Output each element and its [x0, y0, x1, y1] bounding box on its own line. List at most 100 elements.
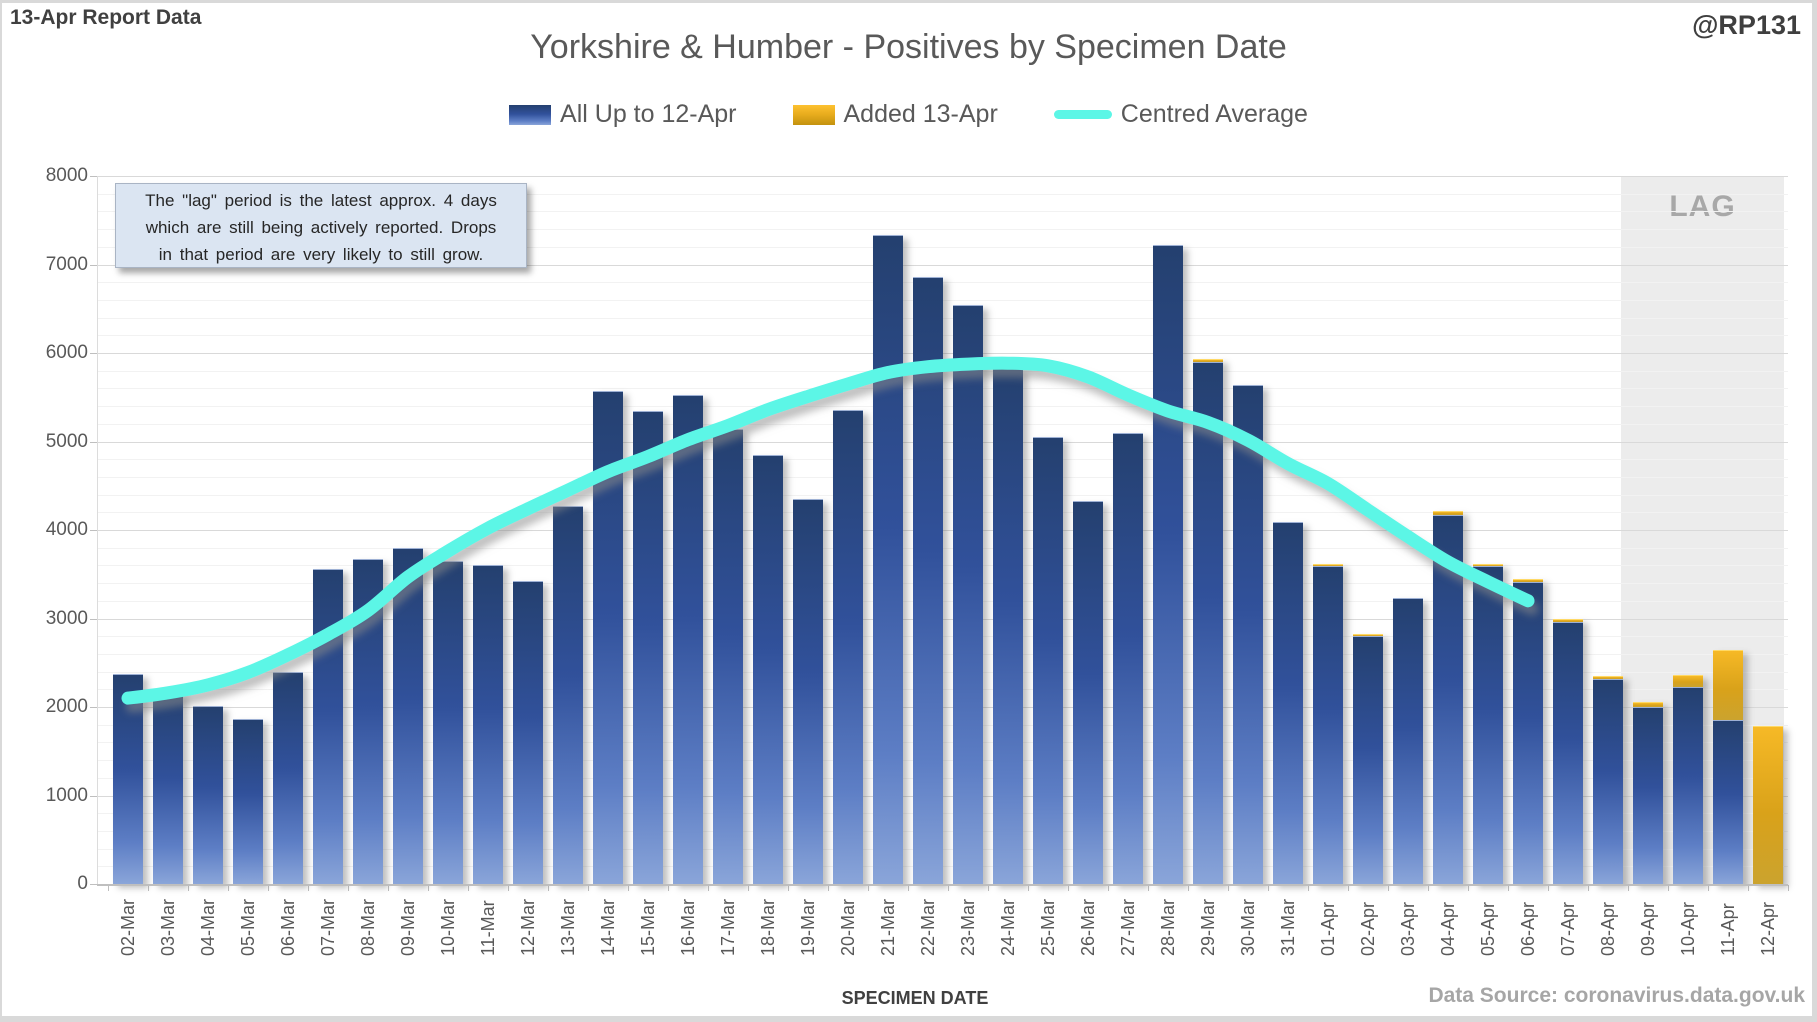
x-axis-label: 08-Apr — [1598, 901, 1618, 956]
gold-bar-swatch-icon — [792, 104, 835, 125]
x-axis-label: 12-Apr — [1758, 901, 1778, 956]
bar-30-Mar — [1233, 384, 1263, 884]
bar-segment-base — [1633, 707, 1663, 884]
bar-10-Apr — [1673, 675, 1703, 884]
bar-segment-base — [753, 454, 783, 884]
x-axis-label: 03-Apr — [1398, 901, 1418, 956]
bar-29-Mar — [1193, 358, 1223, 884]
bar-07-Mar — [313, 568, 343, 884]
bar-02-Mar — [113, 674, 143, 884]
x-axis-label: 12-Mar — [518, 898, 538, 956]
bar-segment-base — [1673, 686, 1703, 884]
x-axis-tick — [1468, 885, 1469, 891]
x-axis-label: 24-Mar — [998, 898, 1018, 956]
x-axis-tick — [1108, 885, 1109, 891]
y-axis-label: 4000 — [45, 519, 88, 540]
x-axis-label: 25-Mar — [1038, 898, 1058, 956]
bar-segment-base — [393, 547, 423, 884]
bar-segment-added — [1593, 676, 1623, 679]
x-axis-tick — [388, 885, 389, 891]
bar-17-Mar — [713, 429, 743, 884]
legend: All Up to 12-Apr Added 13-Apr Centred Av… — [0, 100, 1817, 129]
bar-segment-base — [793, 499, 823, 884]
bar-19-Mar — [793, 499, 823, 884]
x-axis-label: 27-Mar — [1118, 898, 1138, 956]
bar-06-Mar — [273, 672, 303, 884]
y-axis-label: 3000 — [45, 607, 88, 629]
bar-segment-base — [1393, 598, 1423, 884]
bar-segment-base — [1513, 581, 1543, 884]
bar-segment-added — [1673, 675, 1703, 687]
bar-segment-base — [113, 674, 143, 884]
x-axis-label: 26-Mar — [1078, 898, 1098, 956]
x-axis-tick — [1788, 885, 1789, 891]
bar-21-Mar — [873, 235, 903, 884]
x-axis-tick — [508, 885, 509, 891]
x-axis-label: 10-Mar — [438, 898, 458, 956]
bar-11-Apr — [1713, 650, 1743, 884]
bar-segment-base — [1073, 500, 1103, 884]
x-axis-tick — [348, 885, 349, 891]
y-axis-label: 6000 — [45, 342, 88, 363]
bar-24-Mar — [993, 368, 1023, 884]
bar-segment-base — [233, 718, 263, 884]
bar-segment-base — [473, 565, 503, 884]
x-axis-tick — [1588, 885, 1589, 891]
bar-segment-base — [593, 391, 623, 884]
x-axis-tick — [988, 885, 989, 891]
x-axis-label: 20-Mar — [838, 898, 858, 956]
bar-05-Mar — [233, 718, 263, 884]
x-axis-label: 05-Mar — [238, 898, 258, 956]
x-axis-tick — [788, 885, 789, 891]
gridline — [97, 211, 1788, 213]
bar-segment-base — [1313, 566, 1343, 884]
bar-12-Apr — [1753, 726, 1783, 884]
bar-12-Mar — [513, 581, 543, 884]
bar-segment-base — [873, 235, 903, 884]
bar-segment-base — [313, 568, 343, 884]
x-axis-tick — [668, 885, 669, 891]
bar-25-Mar — [1033, 437, 1063, 884]
bar-26-Mar — [1073, 500, 1103, 884]
lag-label: LAG — [1669, 190, 1736, 223]
bar-segment-base — [1153, 245, 1183, 884]
bar-03-Apr — [1393, 598, 1423, 884]
lag-annotation-text: The "lag" period is the latest approx. 4… — [145, 191, 497, 264]
x-axis-tick — [1748, 885, 1749, 891]
bar-segment-base — [1433, 514, 1463, 884]
y-axis-label: 1000 — [45, 784, 88, 806]
bar-segment-added — [1753, 726, 1783, 884]
y-axis-tick — [90, 441, 97, 443]
x-axis-tick — [1708, 885, 1709, 891]
x-axis-label: 05-Apr — [1478, 901, 1498, 956]
bar-03-Mar — [153, 691, 183, 884]
legend-item-centred-average: Centred Average — [1053, 100, 1308, 129]
bar-09-Apr — [1633, 702, 1663, 884]
x-axis-label: 19-Mar — [798, 898, 818, 956]
author-handle: @RP131 — [1692, 10, 1801, 40]
y-axis-label: 0 — [77, 873, 88, 894]
bar-segment-base — [273, 672, 303, 884]
bar-segment-base — [1473, 566, 1503, 884]
y-axis-label: 8000 — [45, 165, 88, 186]
legend-label: Added 13-Apr — [843, 100, 998, 128]
bar-15-Mar — [633, 411, 663, 884]
bar-segment-base — [433, 560, 463, 884]
bar-segment-base — [553, 506, 583, 884]
bar-segment-base — [1033, 437, 1063, 884]
x-axis-tick — [1388, 885, 1389, 891]
legend-label: Centred Average — [1120, 100, 1308, 128]
bar-22-Mar — [913, 276, 943, 884]
x-axis-label: 04-Mar — [198, 898, 218, 956]
x-axis-tick — [428, 885, 429, 891]
bar-segment-base — [713, 429, 743, 884]
bar-segment-base — [193, 706, 223, 884]
x-axis-tick — [308, 885, 309, 891]
bar-segment-base — [1713, 719, 1743, 884]
x-axis-tick — [188, 885, 189, 891]
x-axis-tick — [1548, 885, 1549, 891]
x-axis-tick — [1628, 885, 1629, 891]
bar-segment-base — [913, 276, 943, 884]
